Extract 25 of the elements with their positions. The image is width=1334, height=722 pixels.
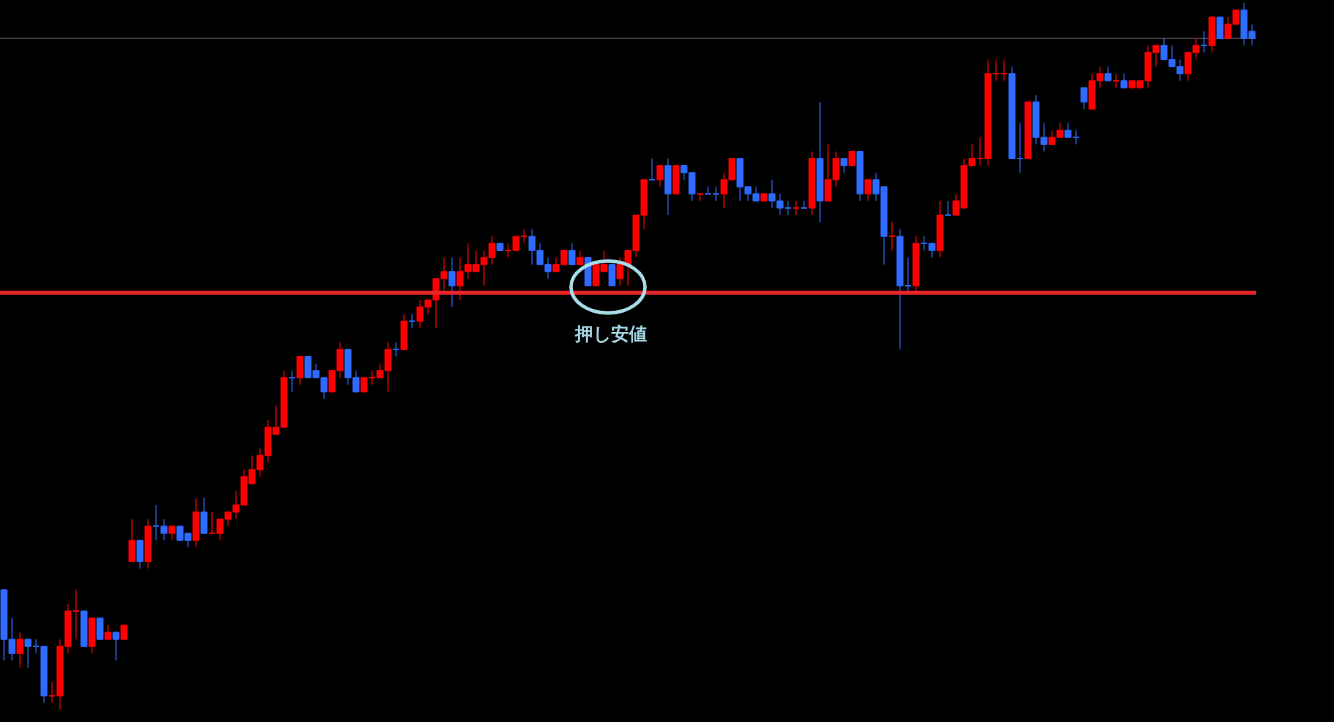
candlestick xyxy=(136,539,144,570)
candlestick xyxy=(104,624,112,640)
candlestick xyxy=(16,631,24,669)
candlestick xyxy=(712,186,720,202)
candlestick xyxy=(616,257,624,287)
candlestick xyxy=(792,200,800,216)
candlestick xyxy=(864,179,872,202)
candlestick xyxy=(696,193,704,202)
candlestick xyxy=(1080,87,1088,110)
candlestick xyxy=(704,186,712,195)
candlestick xyxy=(200,497,208,534)
candlestick xyxy=(840,158,848,174)
candlestick xyxy=(568,242,576,266)
candlestick xyxy=(1216,16,1224,39)
candlestick xyxy=(656,165,664,188)
candlestick xyxy=(296,356,304,386)
candlestick xyxy=(576,249,584,266)
candlestick xyxy=(96,617,104,640)
candlestick xyxy=(112,631,120,662)
candlestick xyxy=(128,518,136,563)
candlestick xyxy=(800,200,808,209)
candlestick xyxy=(944,200,952,216)
candlestick xyxy=(448,257,456,308)
annotation: 押し安値 xyxy=(575,322,647,346)
candlestick xyxy=(608,264,616,287)
